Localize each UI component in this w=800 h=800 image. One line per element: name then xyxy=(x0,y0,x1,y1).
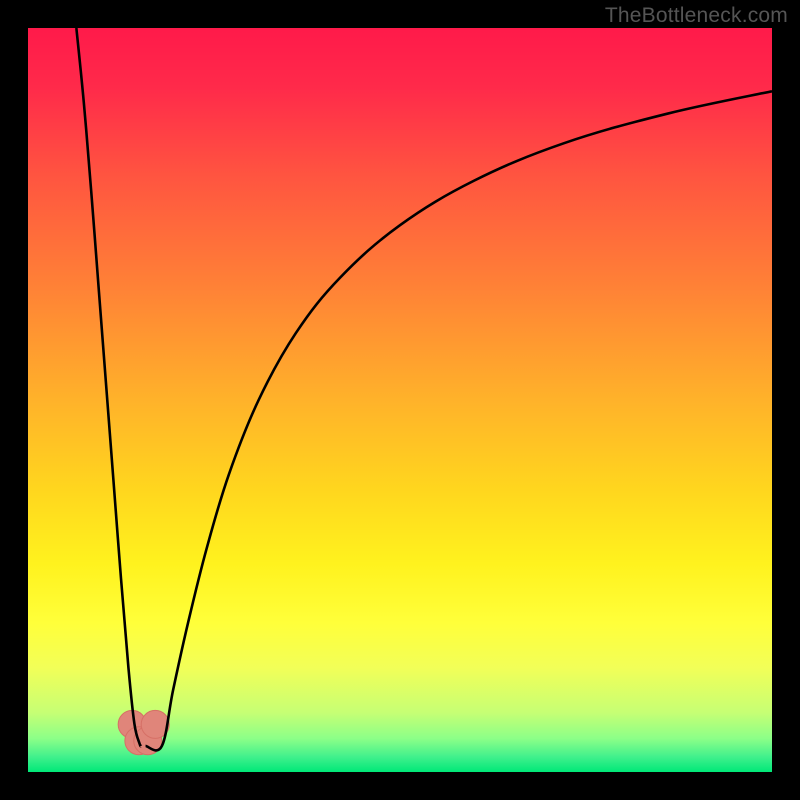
chart-background-gradient xyxy=(28,28,772,772)
chart-stage: TheBottleneck.com xyxy=(0,0,800,800)
bottleneck-chart xyxy=(0,0,800,800)
watermark-label: TheBottleneck.com xyxy=(605,4,788,28)
